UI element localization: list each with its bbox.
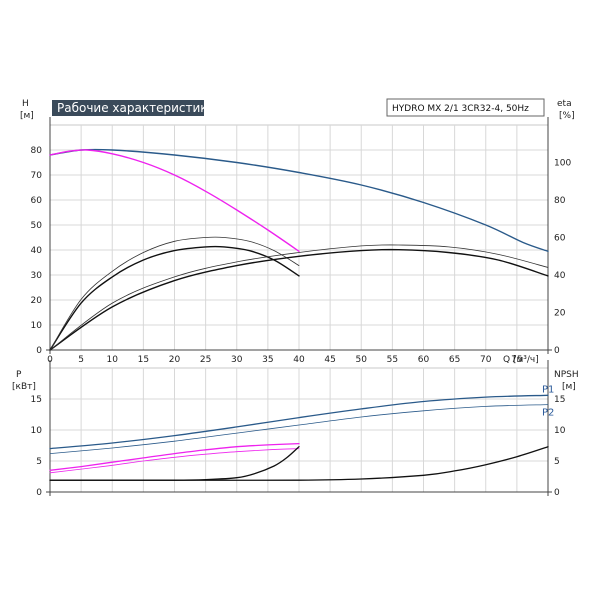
- bottom-left-tick-label: 0: [36, 488, 42, 498]
- top-left-tick-label: 40: [31, 246, 43, 256]
- bottom-right-tick-label: 15: [554, 395, 565, 405]
- x-axis-label: Q [м³/ч]: [503, 355, 539, 365]
- tick-labels: 0 5 10 15 20 25 30 35 40 45 50 55 60 65 70 75Q [м³/ч]01…: [31, 146, 572, 498]
- model-label: HYDRO MX 2/1 3CR32-4, 50Hz: [392, 104, 529, 114]
- top-right-axis-label: eta: [557, 99, 572, 109]
- top-left-tick-label: 0: [36, 346, 42, 356]
- x-tick-label: 15: [138, 355, 149, 365]
- x-tick-label: 30: [231, 355, 243, 365]
- x-tick-label: 0: [47, 355, 53, 365]
- top-left-tick-label: 50: [31, 221, 43, 231]
- x-tick-label: 60: [418, 355, 430, 365]
- x-tick-label: 70: [480, 355, 492, 365]
- x-tick-label: 25: [200, 355, 211, 365]
- top-right-tick-label: 100: [554, 159, 571, 169]
- series-labels: P1 P2: [542, 384, 554, 418]
- x-tick-label: 75: [511, 355, 522, 365]
- bottom-series-line: [49, 448, 300, 474]
- bottom-right-tick-label: 0: [554, 488, 560, 498]
- series-label-p1: P1: [542, 384, 554, 395]
- top-right-axis-unit: [%]: [559, 111, 575, 121]
- top-right-tick-label: 80: [554, 196, 566, 206]
- top-left-axis-unit: [м]: [20, 111, 34, 121]
- top-left-tick-label: 30: [31, 271, 43, 281]
- bottom-left-axis-unit: [кВт]: [12, 382, 36, 392]
- x-tick-label: 10: [107, 355, 119, 365]
- bottom-chart-grid: [46, 360, 552, 496]
- bottom-right-axis-label: NPSH: [554, 370, 579, 380]
- top-left-tick-label: 60: [31, 196, 43, 206]
- top-series-line: [49, 244, 549, 351]
- top-chart-grid: [46, 117, 552, 354]
- model-box: [386, 98, 545, 117]
- top-series-line: [49, 148, 549, 252]
- bottom-right-tick-label: 10: [554, 426, 566, 436]
- x-tick-label: 50: [356, 355, 368, 365]
- top-left-tick-label: 20: [31, 296, 43, 306]
- bottom-chart-series: [49, 394, 549, 481]
- top-left-axis-label: H: [22, 99, 29, 109]
- top-left-tick-label: 80: [31, 146, 43, 156]
- bottom-right-axis-unit: [м]: [562, 382, 576, 392]
- top-left-tick-label: 70: [31, 171, 43, 181]
- x-tick-label: 35: [262, 355, 273, 365]
- bottom-series-line: [49, 442, 300, 471]
- top-left-tick-label: 10: [31, 321, 43, 331]
- top-series-line: [49, 245, 300, 351]
- top-series-line: [49, 149, 300, 252]
- title-box: [52, 100, 204, 116]
- x-tick-label: 45: [324, 355, 335, 365]
- x-tick-label: 20: [169, 355, 181, 365]
- bottom-series-line: [49, 446, 549, 481]
- bottom-left-tick-label: 15: [31, 395, 42, 405]
- x-tick-label: 55: [387, 355, 398, 365]
- bottom-series-line: [49, 394, 549, 450]
- series-label-p2: P2: [542, 408, 554, 419]
- bottom-left-tick-label: 5: [36, 457, 42, 467]
- chart-title: Рабочие характеристики: [57, 101, 215, 115]
- x-tick-label: 5: [78, 355, 84, 365]
- top-right-tick-label: 40: [554, 271, 566, 281]
- top-series-line: [49, 248, 549, 351]
- top-series-line: [49, 236, 300, 351]
- bottom-series-line: [49, 404, 549, 454]
- bottom-left-axis-label: P: [16, 370, 22, 380]
- top-right-tick-label: 0: [554, 346, 560, 356]
- bottom-right-tick-label: 5: [554, 457, 560, 467]
- top-right-tick-label: 60: [554, 234, 566, 244]
- bottom-left-tick-label: 10: [31, 426, 43, 436]
- top-right-tick-label: 20: [554, 309, 566, 319]
- top-chart-series: [49, 148, 549, 351]
- x-tick-label: 65: [449, 355, 460, 365]
- x-tick-label: 40: [293, 355, 305, 365]
